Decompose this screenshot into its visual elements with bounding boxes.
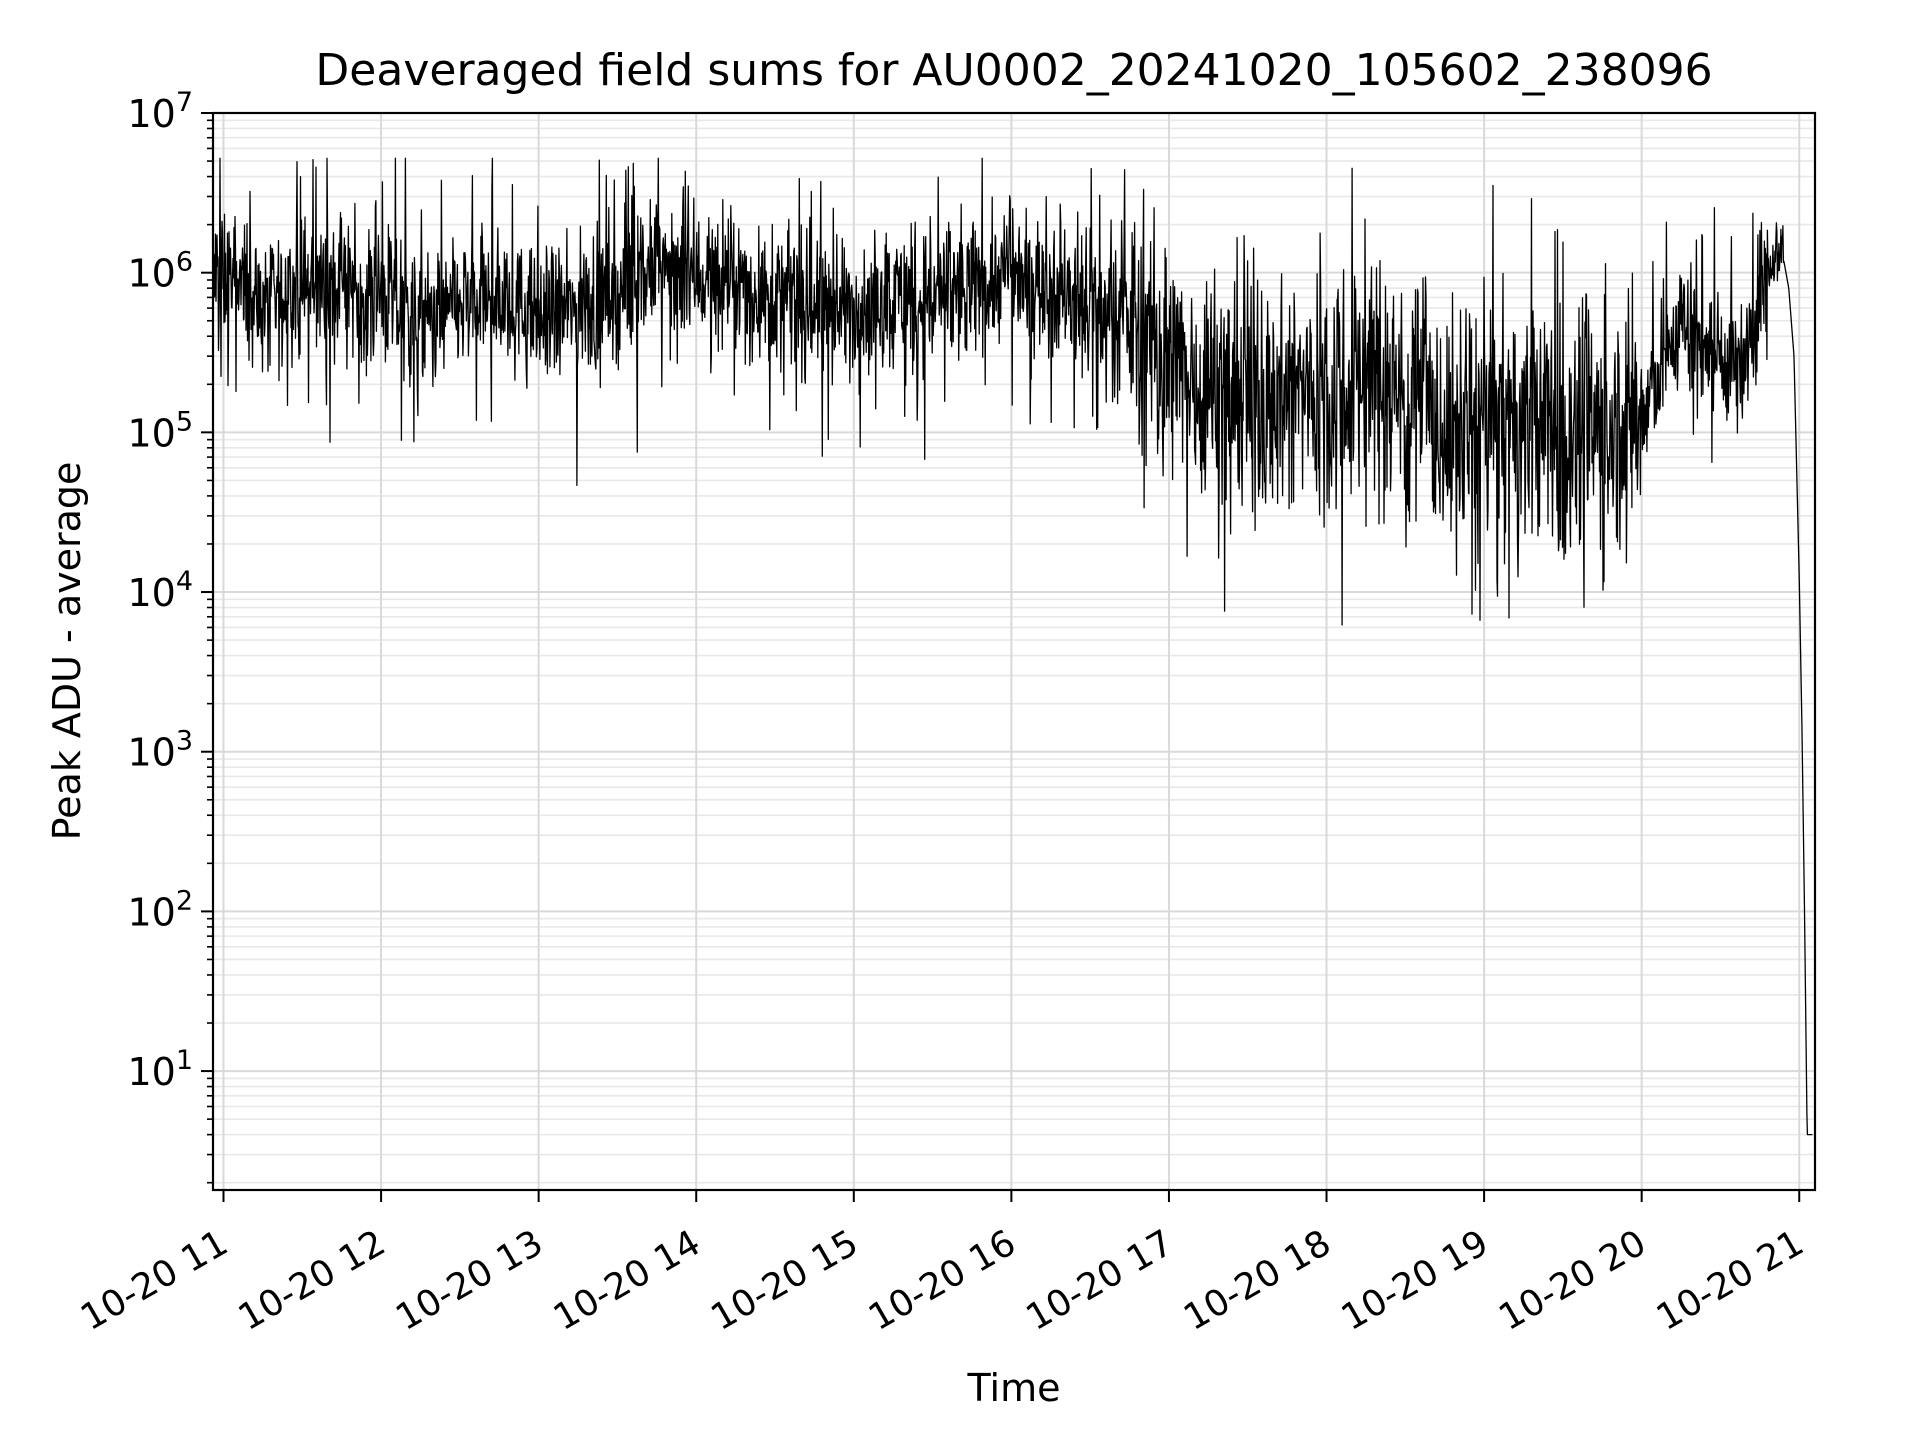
- y-tick-label: 101: [127, 1045, 193, 1094]
- y-axis: 101 102 103 104 105 106 107: [127, 87, 213, 1184]
- y-tick-label: 102: [127, 885, 193, 934]
- data-series-line: [212, 157, 1813, 1136]
- y-tick-label: 107: [127, 87, 193, 136]
- y-tick-label: 105: [127, 406, 193, 455]
- chart-title: Deaveraged field sums for AU0002_2024102…: [315, 45, 1712, 96]
- x-axis-label: Time: [967, 1366, 1061, 1410]
- y-axis-label: Peak ADU - average: [45, 462, 89, 841]
- y-tick-label: 103: [127, 726, 193, 775]
- plot-frame: [211, 111, 1817, 1192]
- data-layer: [212, 157, 1813, 1136]
- y-tick-label: 106: [127, 247, 193, 296]
- y-tick-label: 104: [127, 566, 193, 615]
